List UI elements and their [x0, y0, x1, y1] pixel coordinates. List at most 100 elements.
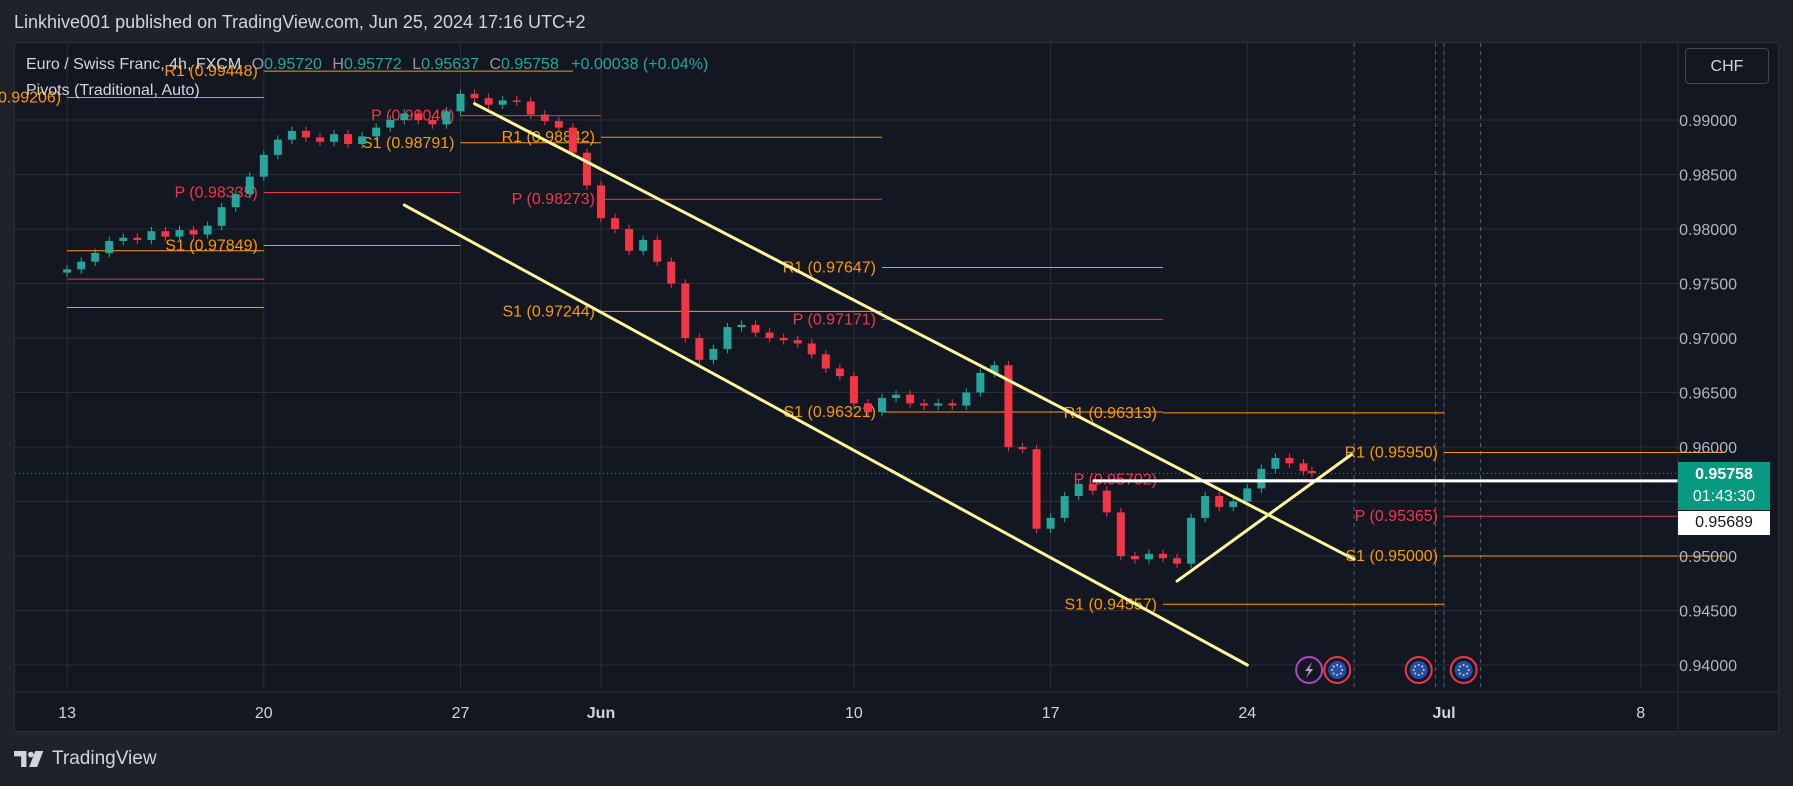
y-axis-tick-label: 0.95000: [1679, 549, 1737, 566]
candle-body: [91, 252, 100, 262]
candle-body: [1004, 365, 1013, 447]
candle-body: [765, 332, 774, 338]
close-value: 0.95758: [501, 56, 559, 73]
eu-flag-star: [1414, 672, 1417, 675]
candle-body: [667, 261, 676, 284]
candle-body: [456, 93, 465, 112]
candle-body: [147, 231, 156, 240]
candle-body: [990, 365, 999, 373]
candle-body: [554, 121, 563, 128]
indicator-legend-row[interactable]: Pivots (Traditional, Auto): [26, 78, 708, 104]
chart-pane[interactable]: [14, 42, 1779, 732]
brand-name: TradingView: [52, 748, 157, 769]
candle-body: [386, 120, 395, 128]
candle-body: [526, 101, 535, 115]
candle-body: [470, 93, 479, 99]
x-axis-tick-label: 10: [845, 705, 863, 722]
y-axis-tick-label: 0.99000: [1679, 113, 1737, 130]
candle-body: [358, 136, 367, 144]
candle-body: [597, 185, 605, 219]
candle-body: [119, 237, 128, 241]
candle-body: [793, 340, 802, 344]
eu-flag-star: [1336, 674, 1339, 676]
eu-flag-star: [1459, 665, 1462, 668]
candle-body: [231, 194, 240, 208]
candle-body: [77, 261, 86, 270]
candle-body: [835, 368, 844, 377]
chart-legend: Euro / Swiss Franc, 4h, FXCM O0.95720 H0…: [26, 52, 708, 104]
candle-body: [1173, 558, 1182, 564]
eu-flag-star: [1339, 672, 1342, 675]
x-axis-tick-label: Jul: [1432, 705, 1455, 722]
pivot-level-label: P (0.98335): [174, 184, 257, 201]
candle-body: [625, 229, 634, 251]
x-axis-tick-label: 24: [1238, 705, 1256, 722]
candle-body: [1060, 496, 1069, 518]
pivot-level-label: R1 (0.96313): [1064, 405, 1157, 422]
eu-flag-star: [1332, 665, 1335, 668]
eu-flag-star: [1341, 669, 1344, 671]
candle-body: [63, 269, 72, 273]
x-axis-tick-label: 8: [1636, 705, 1645, 722]
eu-flag-star: [1417, 674, 1420, 676]
last-price-value: 0.95758: [1695, 466, 1753, 483]
grid-lines: [15, 43, 1678, 688]
pivot-level-label: P (0.99040): [371, 108, 454, 125]
low-label: L: [412, 56, 422, 73]
candle-body: [779, 338, 788, 341]
y-axis-tick-label: 0.98500: [1679, 168, 1737, 185]
symbol-name[interactable]: Euro / Swiss Franc, 4h, FXCM: [26, 56, 242, 73]
pivot-level-label: R1 (0.95950): [1345, 444, 1438, 461]
candle-body: [1074, 484, 1083, 497]
eu-flag-star: [1412, 669, 1415, 671]
currency-button[interactable]: CHF: [1685, 48, 1769, 84]
trend-drawings: [402, 102, 1678, 667]
eu-flag-star: [1422, 669, 1425, 671]
pivot-level-label: R1 (0.99448): [164, 63, 257, 80]
candle-body: [723, 327, 732, 349]
channel-lower-line: [402, 203, 1249, 667]
symbol-legend-row[interactable]: Euro / Swiss Franc, 4h, FXCM O0.95720 H0…: [26, 52, 708, 78]
candle-body: [1257, 468, 1266, 489]
candle-body: [962, 392, 971, 406]
candle-body: [1215, 496, 1224, 507]
candle-body: [681, 283, 690, 338]
tradingview-brand[interactable]: TradingView: [14, 746, 157, 772]
candle-body: [161, 231, 170, 237]
candle-body: [1116, 512, 1125, 556]
x-axis-tick-label: 13: [58, 705, 76, 722]
candle-body: [203, 225, 212, 235]
eu-flag-disc: [1454, 661, 1473, 679]
candle-body: [1088, 484, 1097, 491]
pivot-level-label: S1 (0.97244): [502, 303, 595, 320]
pivot-level-label: P (0.95365): [1355, 508, 1438, 525]
candle-body: [245, 176, 254, 195]
y-axis-tick-label: 0.97500: [1679, 277, 1737, 294]
eu-flag-star: [1421, 672, 1424, 675]
y-axis-tick-label: 0.94500: [1679, 604, 1737, 621]
candle-body: [316, 137, 324, 142]
candle-body: [133, 237, 142, 240]
x-axis-tick-label: 20: [255, 705, 273, 722]
eu-flag-star: [1466, 665, 1469, 668]
eu-flag-star: [1467, 669, 1470, 671]
indicator-name[interactable]: Pivots (Traditional, Auto): [26, 82, 200, 99]
candle-body: [568, 127, 577, 153]
high-value: 0.95772: [343, 56, 402, 73]
eu-flag-star: [1414, 665, 1417, 668]
candle-body: [400, 113, 409, 120]
candle-body: [287, 130, 296, 140]
candle-body: [863, 403, 872, 413]
candle-body: [1285, 457, 1294, 464]
candle-body: [189, 230, 198, 235]
candle-body: [540, 114, 549, 122]
pivot-level-label: S1 (0.97849): [165, 237, 258, 254]
rising-support-line: [1175, 453, 1353, 583]
candle-body: [1018, 447, 1027, 450]
pivot-level-label: S1 (0.98791): [362, 135, 455, 152]
candle-body: [906, 394, 915, 404]
candle-body: [1299, 463, 1308, 471]
published-by-line: Linkhive001 published on TradingView.com…: [14, 12, 586, 32]
pivot-level-label: R1 (0.97647): [783, 259, 876, 276]
